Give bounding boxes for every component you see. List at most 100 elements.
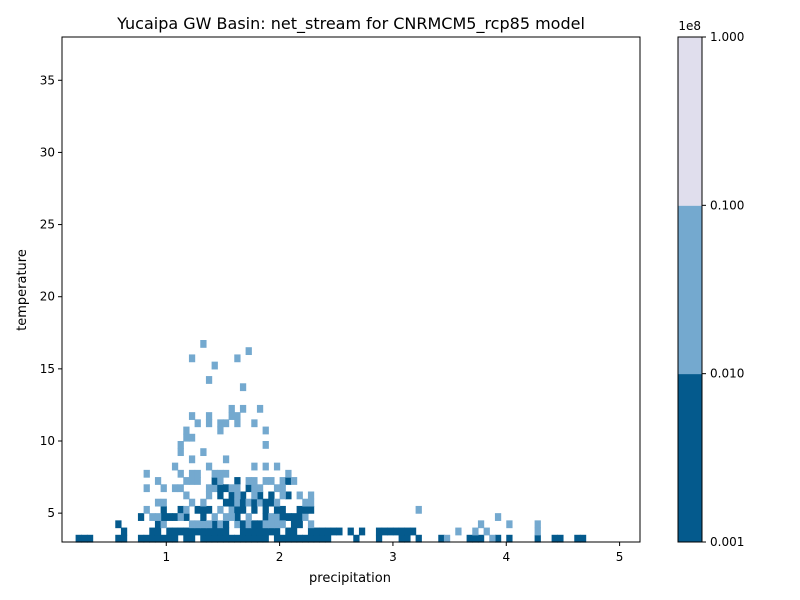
- heatmap-cell: [251, 491, 258, 500]
- heatmap-cell: [262, 520, 269, 529]
- heatmap-cell: [256, 498, 264, 507]
- y-tick-label: 35: [40, 73, 55, 87]
- heatmap-cell: [472, 534, 479, 543]
- heatmap-cell: [268, 513, 275, 521]
- heatmap-cell: [285, 477, 292, 485]
- heatmap-cell: [353, 534, 360, 543]
- heatmap-cell: [177, 448, 184, 457]
- heatmap-cell: [251, 520, 258, 529]
- heatmap-cell: [296, 513, 303, 521]
- heatmap-cell: [217, 527, 224, 536]
- heatmap-cell: [228, 498, 235, 507]
- heatmap-cell: [409, 527, 417, 536]
- heatmap-cell: [160, 498, 167, 507]
- heatmap-cell: [239, 491, 247, 500]
- heatmap-cell: [194, 527, 201, 536]
- heatmap-cell: [160, 484, 167, 493]
- heatmap-cell: [251, 498, 258, 507]
- heatmap-cell: [273, 462, 281, 471]
- heatmap-cell: [200, 448, 207, 457]
- heatmap-cell: [245, 520, 252, 529]
- heatmap-cell: [251, 419, 258, 428]
- heatmap-cell: [438, 534, 445, 543]
- heatmap-cell: [222, 520, 230, 529]
- heatmap-cell: [217, 491, 224, 500]
- colorbar-band: [678, 205, 702, 375]
- heatmap-cell: [81, 534, 88, 543]
- heatmap-cell: [251, 462, 258, 471]
- heatmap-cell: [285, 534, 292, 543]
- heatmap-cell: [228, 484, 235, 493]
- heatmap-cell: [239, 498, 247, 507]
- heatmap-cell: [154, 527, 162, 536]
- heatmap-cell: [234, 354, 241, 363]
- heatmap-cell: [149, 534, 156, 543]
- heatmap-cell: [307, 527, 315, 536]
- heatmap-cell: [222, 484, 230, 493]
- heatmap-cell: [557, 534, 564, 543]
- heatmap-cell: [228, 513, 235, 521]
- heatmap-cell: [324, 534, 332, 543]
- heatmap-cell: [307, 520, 315, 529]
- heatmap-cell: [256, 491, 264, 500]
- heatmap-cell: [115, 534, 122, 543]
- heatmap-cell: [404, 534, 411, 543]
- y-tick-label: 20: [40, 290, 55, 304]
- heatmap-cell: [154, 498, 162, 507]
- heatmap-cell: [222, 498, 230, 507]
- heatmap-cell: [273, 520, 281, 529]
- heatmap-cell: [285, 491, 292, 500]
- heatmap-cell: [472, 527, 479, 536]
- x-tick-label: 5: [616, 550, 624, 564]
- heatmap-cell: [285, 469, 292, 478]
- heatmap-cell: [279, 513, 286, 521]
- plot-frame: [61, 36, 641, 543]
- colorbar-tick-label: 0.100: [710, 198, 744, 212]
- heatmap-cell: [205, 491, 213, 500]
- heatmap-cell: [398, 534, 405, 543]
- heatmap-cell: [268, 520, 275, 529]
- heatmap-cell: [347, 527, 354, 536]
- heatmap-cell: [86, 534, 94, 543]
- heatmap-cell: [143, 534, 150, 543]
- heatmap-cell: [256, 534, 264, 543]
- heatmap-cell: [483, 527, 490, 536]
- x-tick-label: 2: [276, 550, 284, 564]
- heatmap-cell: [262, 513, 269, 521]
- heatmap-cell: [188, 534, 196, 543]
- heatmap-cell: [313, 527, 320, 536]
- heatmap-cell: [239, 520, 247, 529]
- heatmap-cell: [211, 469, 218, 478]
- heatmap-cell: [200, 505, 207, 514]
- heatmap-cell: [177, 513, 184, 521]
- heatmap-cell: [574, 534, 581, 543]
- heatmap-cell: [279, 491, 286, 500]
- colorbar-multiplier: 1e8: [678, 19, 701, 33]
- heatmap-cell: [234, 491, 241, 500]
- heatmap-cell: [160, 505, 167, 514]
- heatmap-cell: [115, 520, 122, 529]
- heatmap-cell: [222, 513, 230, 521]
- heatmap-cell: [296, 491, 303, 500]
- heatmap-cell: [579, 534, 587, 543]
- heatmap-cell: [245, 347, 252, 356]
- heatmap-cell: [188, 527, 196, 536]
- heatmap-cell: [188, 455, 196, 464]
- heatmap-cell: [183, 433, 190, 442]
- heatmap-cell: [222, 469, 230, 478]
- heatmap-cell: [200, 513, 207, 521]
- heatmap-cell: [217, 505, 224, 514]
- heatmap-cell: [302, 498, 309, 507]
- chart-title: Yucaipa GW Basin: net_stream for CNRMCM5…: [116, 14, 585, 34]
- heatmap-cell: [222, 419, 230, 428]
- heatmap-cell: [228, 491, 235, 500]
- heatmap-cell: [234, 477, 241, 485]
- heatmap-cell: [551, 534, 558, 543]
- heatmap-cell: [279, 477, 286, 485]
- heatmap-cell: [494, 513, 502, 521]
- heatmap-cell: [336, 527, 343, 536]
- heatmap-cell: [217, 419, 224, 428]
- colorbar-tick-label: 0.001: [710, 535, 744, 549]
- heatmap-cell: [200, 340, 207, 348]
- x-tick-label: 4: [502, 550, 510, 564]
